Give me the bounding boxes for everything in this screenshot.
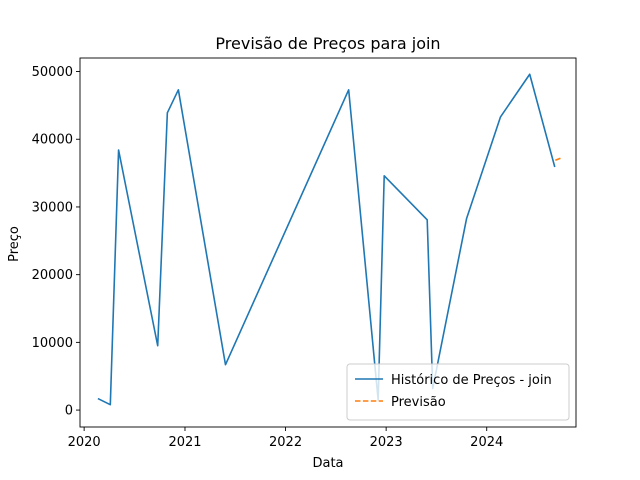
x-tick-label: 2021	[168, 435, 201, 450]
y-axis-label: Preço	[7, 226, 22, 262]
chart-title: Previsão de Preços para join	[215, 34, 440, 53]
x-tick-label: 2020	[68, 435, 101, 450]
x-tick-label: 2022	[269, 435, 302, 450]
y-tick-label: 50000	[32, 65, 73, 80]
legend-box	[346, 363, 570, 421]
legend-label-1: Histórico de Preços - join	[391, 373, 552, 388]
series-line-2	[555, 156, 563, 161]
legend-label-2: Previsão	[391, 395, 446, 410]
x-tick-label: 2024	[470, 435, 503, 450]
y-tick-label: 0	[65, 404, 73, 419]
y-tick-label: 10000	[32, 336, 73, 351]
x-axis: 2020 2021 2022 2023 2024	[68, 427, 503, 450]
x-tick-label: 2023	[370, 435, 403, 450]
y-tick-label: 30000	[32, 200, 73, 215]
legend: Histórico de Preços - join Previsão	[346, 363, 570, 421]
x-axis-label: Data	[312, 456, 343, 471]
y-tick-label: 20000	[32, 268, 73, 283]
y-axis: 0 10000 20000 30000 40000 50000	[32, 65, 80, 419]
series-line-1	[97, 73, 556, 406]
y-tick-label: 40000	[32, 133, 73, 148]
plot-area	[79, 57, 577, 428]
axes-frame	[79, 57, 577, 428]
